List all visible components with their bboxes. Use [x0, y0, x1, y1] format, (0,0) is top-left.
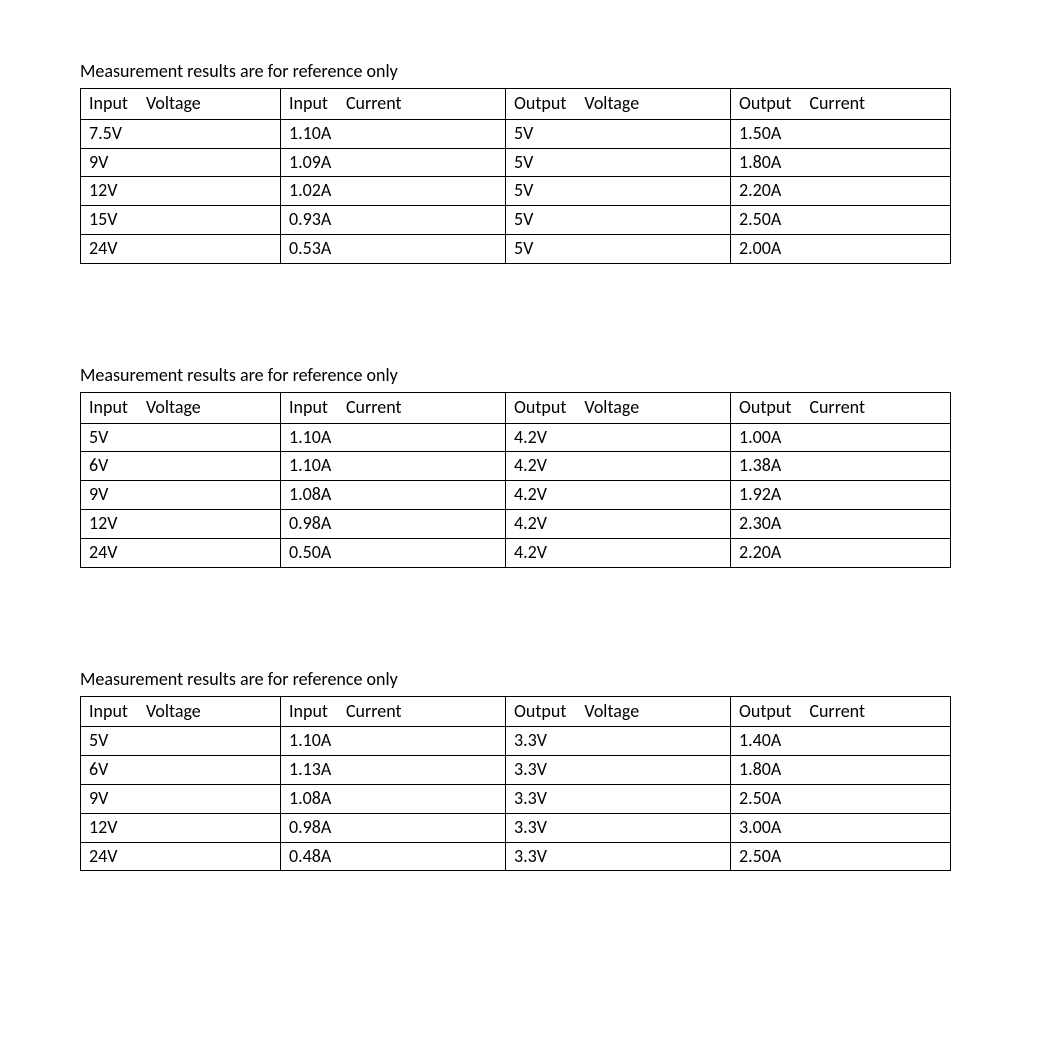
table-row: 15V0.93A5V2.50A	[81, 206, 951, 235]
cell-output-voltage: 3.3V	[506, 727, 731, 756]
cell-output-current: 2.50A	[731, 842, 951, 871]
table-row: 9V1.08A3.3V2.50A	[81, 784, 951, 813]
cell-input-current: 1.10A	[281, 423, 506, 452]
cell-output-voltage: 4.2V	[506, 509, 731, 538]
cell-input-voltage: 9V	[81, 481, 281, 510]
measurement-block: Measurement results are for reference on…	[80, 60, 970, 264]
cell-output-voltage: 5V	[506, 119, 731, 148]
cell-input-current: 0.98A	[281, 813, 506, 842]
table-row: 7.5V1.10A5V1.50A	[81, 119, 951, 148]
cell-input-voltage: 6V	[81, 756, 281, 785]
table-row: 9V1.08A4.2V1.92A	[81, 481, 951, 510]
cell-input-current: 0.93A	[281, 206, 506, 235]
cell-input-voltage: 24V	[81, 538, 281, 567]
cell-output-current: 1.00A	[731, 423, 951, 452]
cell-input-voltage: 24V	[81, 234, 281, 263]
cell-input-voltage: 7.5V	[81, 119, 281, 148]
cell-input-current: 1.08A	[281, 481, 506, 510]
cell-output-current: 2.20A	[731, 538, 951, 567]
cell-input-current: 1.10A	[281, 727, 506, 756]
cell-input-voltage: 12V	[81, 813, 281, 842]
table-row: 12V0.98A4.2V2.30A	[81, 509, 951, 538]
table-caption: Measurement results are for reference on…	[80, 668, 970, 690]
cell-output-voltage: 5V	[506, 177, 731, 206]
measurement-table: InputVoltageInputCurrentOutputVoltageOut…	[80, 88, 951, 264]
table-caption: Measurement results are for reference on…	[80, 60, 970, 82]
table-row: 6V1.13A3.3V1.80A	[81, 756, 951, 785]
measurement-table: InputVoltageInputCurrentOutputVoltageOut…	[80, 696, 951, 872]
cell-output-current: 1.80A	[731, 148, 951, 177]
cell-input-voltage: 5V	[81, 423, 281, 452]
cell-input-voltage: 12V	[81, 509, 281, 538]
cell-output-current: 2.20A	[731, 177, 951, 206]
table-header-row: InputVoltageInputCurrentOutputVoltageOut…	[81, 392, 951, 423]
table-row: 24V0.50A4.2V2.20A	[81, 538, 951, 567]
table-row: 12V0.98A3.3V3.00A	[81, 813, 951, 842]
cell-input-current: 0.48A	[281, 842, 506, 871]
cell-output-voltage: 4.2V	[506, 423, 731, 452]
cell-output-current: 1.92A	[731, 481, 951, 510]
cell-output-current: 2.00A	[731, 234, 951, 263]
table-header-row: InputVoltageInputCurrentOutputVoltageOut…	[81, 696, 951, 727]
cell-output-voltage: 5V	[506, 234, 731, 263]
cell-output-voltage: 4.2V	[506, 538, 731, 567]
cell-output-current: 2.30A	[731, 509, 951, 538]
cell-input-current: 1.02A	[281, 177, 506, 206]
cell-output-voltage: 3.3V	[506, 842, 731, 871]
cell-output-voltage: 3.3V	[506, 756, 731, 785]
cell-output-current: 2.50A	[731, 206, 951, 235]
cell-input-current: 1.10A	[281, 452, 506, 481]
cell-output-current: 1.80A	[731, 756, 951, 785]
cell-input-current: 1.09A	[281, 148, 506, 177]
table-row: 24V0.53A5V2.00A	[81, 234, 951, 263]
cell-input-voltage: 5V	[81, 727, 281, 756]
measurement-table: InputVoltageInputCurrentOutputVoltageOut…	[80, 392, 951, 568]
measurement-block: Measurement results are for reference on…	[80, 668, 970, 872]
cell-input-current: 0.50A	[281, 538, 506, 567]
table-row: 5V1.10A3.3V1.40A	[81, 727, 951, 756]
cell-output-voltage: 4.2V	[506, 452, 731, 481]
cell-input-current: 1.13A	[281, 756, 506, 785]
table-row: 24V0.48A3.3V2.50A	[81, 842, 951, 871]
cell-output-current: 2.50A	[731, 784, 951, 813]
table-row: 12V1.02A5V2.20A	[81, 177, 951, 206]
measurement-block: Measurement results are for reference on…	[80, 364, 970, 568]
cell-output-current: 1.38A	[731, 452, 951, 481]
table-caption: Measurement results are for reference on…	[80, 364, 970, 386]
cell-input-current: 0.53A	[281, 234, 506, 263]
cell-output-voltage: 3.3V	[506, 813, 731, 842]
cell-output-current: 1.50A	[731, 119, 951, 148]
cell-output-voltage: 4.2V	[506, 481, 731, 510]
cell-input-voltage: 9V	[81, 784, 281, 813]
table-row: 6V1.10A4.2V1.38A	[81, 452, 951, 481]
cell-input-voltage: 12V	[81, 177, 281, 206]
cell-output-current: 1.40A	[731, 727, 951, 756]
cell-input-voltage: 15V	[81, 206, 281, 235]
cell-input-voltage: 24V	[81, 842, 281, 871]
cell-output-voltage: 3.3V	[506, 784, 731, 813]
cell-output-current: 3.00A	[731, 813, 951, 842]
cell-output-voltage: 5V	[506, 148, 731, 177]
cell-input-voltage: 9V	[81, 148, 281, 177]
cell-input-voltage: 6V	[81, 452, 281, 481]
cell-input-current: 1.10A	[281, 119, 506, 148]
table-row: 5V1.10A4.2V1.00A	[81, 423, 951, 452]
cell-output-voltage: 5V	[506, 206, 731, 235]
table-header-row: InputVoltageInputCurrentOutputVoltageOut…	[81, 89, 951, 120]
table-row: 9V1.09A5V1.80A	[81, 148, 951, 177]
cell-input-current: 1.08A	[281, 784, 506, 813]
cell-input-current: 0.98A	[281, 509, 506, 538]
